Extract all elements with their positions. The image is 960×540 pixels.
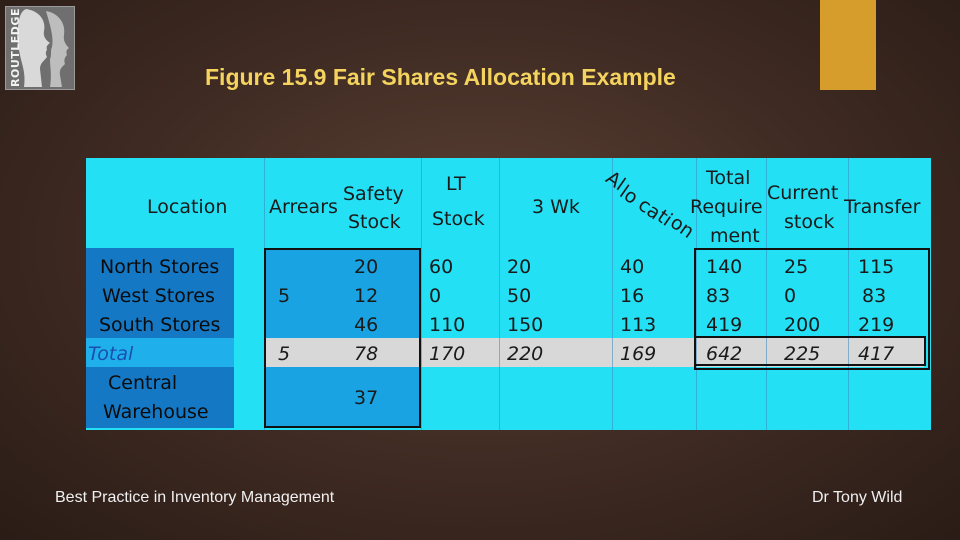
column-divider xyxy=(696,158,697,430)
cell-allocation: 40 xyxy=(620,256,645,278)
header-total-line1: Total xyxy=(706,167,751,189)
column-divider xyxy=(499,158,500,430)
column-divider xyxy=(848,158,849,430)
row-label-central: Central xyxy=(108,372,178,394)
footer-author: Dr Tony Wild xyxy=(812,489,903,506)
cell-allocation: 16 xyxy=(620,285,645,307)
header-safety-line1: Safety xyxy=(343,183,404,205)
column-divider xyxy=(612,158,613,430)
cell-lt-stock: 110 xyxy=(429,314,466,336)
cell-transfer-total: 417 xyxy=(858,343,895,365)
cell-allocation-total: 169 xyxy=(620,343,657,365)
row-label-north-stores: North Stores xyxy=(100,256,220,278)
header-safety-line2: Stock xyxy=(348,211,401,233)
results-outline xyxy=(694,248,930,370)
cell-transfer: 83 xyxy=(862,285,887,307)
cell-transfer: 115 xyxy=(858,256,895,278)
routledge-logo: ROUTLEDGE xyxy=(5,6,75,90)
arrears-safety-outline xyxy=(264,248,421,428)
cell-allocation: 113 xyxy=(620,314,657,336)
allocation-table: Location Arrears Safety Stock LT Stock 3… xyxy=(86,158,931,430)
header-lt-line2: Stock xyxy=(432,208,485,230)
cell-current-stock: 25 xyxy=(784,256,809,278)
cell-safety: 46 xyxy=(354,314,379,336)
cell-total-requirement: 140 xyxy=(706,256,743,278)
cell-central-safety: 37 xyxy=(354,387,379,409)
cell-3wk-total: 220 xyxy=(507,343,544,365)
cell-total-requirement: 419 xyxy=(706,314,743,336)
cell-safety: 12 xyxy=(354,285,379,307)
accent-bar xyxy=(820,0,876,90)
row-label-warehouse: Warehouse xyxy=(103,401,209,423)
cell-safety-total: 78 xyxy=(354,343,379,365)
header-total-line2: Require xyxy=(690,196,763,218)
total-row-outline xyxy=(694,336,926,366)
cell-current-stock: 200 xyxy=(784,314,821,336)
header-current-line2: stock xyxy=(784,211,835,233)
footer-book-title: Best Practice in Inventory Management xyxy=(55,489,335,506)
cell-3wk: 150 xyxy=(507,314,544,336)
column-divider xyxy=(766,158,767,430)
cell-total-requirement: 83 xyxy=(706,285,731,307)
cell-lt-stock-total: 170 xyxy=(429,343,466,365)
header-arrears: Arrears xyxy=(269,196,338,218)
page-title: Figure 15.9 Fair Shares Allocation Examp… xyxy=(205,64,676,90)
total-row-band xyxy=(264,338,924,367)
cell-arrears: 5 xyxy=(278,285,291,307)
column-divider xyxy=(421,158,422,430)
header-location: Location xyxy=(147,196,228,218)
cell-total-requirement-total: 642 xyxy=(706,343,743,365)
cell-3wk: 50 xyxy=(507,285,532,307)
cell-transfer: 219 xyxy=(858,314,895,336)
profile-silhouette-icon xyxy=(17,9,69,87)
logo-text: ROUTLEDGE xyxy=(9,8,22,87)
cell-safety: 20 xyxy=(354,256,379,278)
header-total-line3: ment xyxy=(710,225,760,247)
row-label-south-stores: South Stores xyxy=(99,314,221,336)
cell-lt-stock: 0 xyxy=(429,285,442,307)
header-3wk: 3 Wk xyxy=(532,196,580,218)
row-label-west-stores: West Stores xyxy=(102,285,215,307)
cell-lt-stock: 60 xyxy=(429,256,454,278)
cell-3wk: 20 xyxy=(507,256,532,278)
header-current-line1: Current xyxy=(767,182,839,204)
cell-current-stock-total: 225 xyxy=(784,343,821,365)
header-lt-line1: LT xyxy=(446,173,466,195)
header-transfer: Transfer xyxy=(844,196,921,218)
cell-arrears-total: 5 xyxy=(278,343,291,365)
row-label-total: Total xyxy=(88,343,134,365)
total-row-label-band xyxy=(86,338,234,367)
cell-current-stock: 0 xyxy=(784,285,797,307)
